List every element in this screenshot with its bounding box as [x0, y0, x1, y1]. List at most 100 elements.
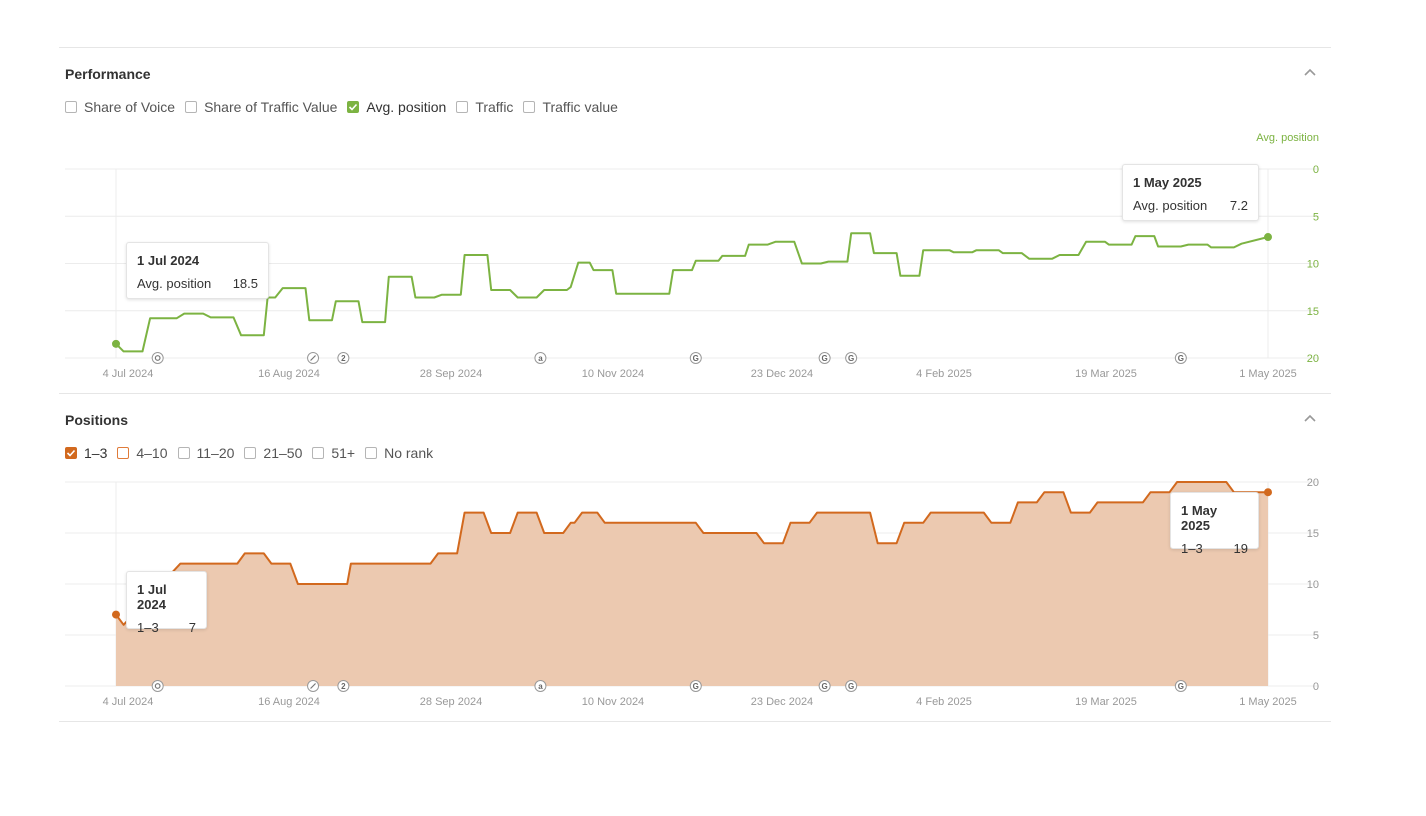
marker-circle: [689, 352, 702, 364]
chart-tick-labels: 0 5 10 15 20 4 Jul 2024 16 Aug 2024 28 Sep 2024…: [103, 164, 1319, 380]
collapse-chevron-up-icon[interactable]: [1302, 411, 1318, 427]
tooltip-date: 1 Jul 2024: [137, 582, 167, 612]
x-tick-label: 10 Nov 2024: [582, 368, 644, 380]
y-axis-title: Avg. position: [1256, 132, 1319, 144]
checkbox-box[interactable]: [365, 447, 378, 459]
tooltip-value: 7: [188, 620, 196, 635]
checkmark-icon: [66, 449, 76, 457]
checkbox-box[interactable]: [523, 101, 536, 113]
y-tick-label: 0: [1313, 681, 1319, 693]
marker-glyph: 2: [341, 682, 346, 691]
checkbox-positions-1-3[interactable]: 1–3: [65, 445, 107, 461]
y-tick-label: 15: [1307, 306, 1319, 318]
chart-tick-labels: 0 5 10 15 20 4 Jul 2024 16 Aug 2024 28 Sep 2024…: [103, 477, 1319, 708]
annotation-marker-google-update-icon: G: [818, 352, 831, 364]
marker-circle: [845, 680, 858, 692]
annotation-marker-google-update-icon: G: [689, 680, 702, 692]
annotation-marker-google-update-icon: G: [818, 680, 831, 692]
checkbox-traffic-value[interactable]: Traffic value: [523, 99, 618, 115]
checkbox-label: No rank: [384, 445, 434, 461]
tooltip-date: 1 Jul 2024: [137, 253, 200, 268]
checkbox-box[interactable]: [312, 447, 325, 459]
checkbox-positions-11-20[interactable]: 11–20: [177, 445, 234, 461]
marker-circle: [1174, 352, 1187, 364]
tooltip-row: 1–3 19: [1181, 541, 1248, 556]
checkbox-positions-21-50[interactable]: 21–50: [244, 445, 302, 461]
series-area-1-3: [116, 482, 1268, 686]
annotation-marker-pencil-icon: [307, 352, 320, 364]
checkbox-label: 1–3: [84, 445, 108, 461]
tooltip-row: Avg. position 18.5: [137, 276, 258, 291]
marker-circle: [534, 352, 547, 364]
x-tick-label: 23 Dec 2024: [751, 696, 813, 708]
tooltip-value: 7.2: [1229, 198, 1248, 213]
annotation-marker-google-update-icon: G: [1174, 680, 1187, 692]
tooltip-value: 19: [1233, 541, 1248, 556]
x-tick-label: 1 May 2025: [1239, 368, 1296, 380]
x-tick-label: 28 Sep 2024: [420, 368, 482, 380]
y-tick-label: 10: [1307, 579, 1319, 591]
marker-glyph: G: [1178, 682, 1184, 691]
marker-glyph: a: [538, 682, 543, 691]
y-tick-label: 15: [1307, 528, 1319, 540]
checkbox-box[interactable]: [185, 101, 198, 113]
annotation-marker-2-icon: 2: [337, 680, 350, 692]
tooltip-label: 1–3: [1181, 541, 1203, 556]
checkbox-box[interactable]: [65, 101, 77, 113]
x-tick-label: 1 May 2025: [1239, 696, 1296, 708]
checkbox-positions-4-10[interactable]: 4–10: [117, 445, 168, 461]
y-tick-label: 20: [1307, 353, 1319, 365]
checkbox-box-highlight[interactable]: [117, 447, 130, 459]
x-tick-label: 16 Aug 2024: [258, 368, 320, 380]
marker-circle: [151, 352, 164, 364]
start-point: [112, 339, 120, 348]
avg-position-chart: Avg. position 0 5 10 15 20 4 Jul 2024 16 Aug 2…: [65, 132, 1319, 380]
tooltip-date: 1 May 2025: [1133, 175, 1202, 190]
x-tick-label: 28 Sep 2024: [420, 696, 482, 708]
checkbox-share-of-traffic-value[interactable]: Share of Traffic Value: [185, 99, 337, 115]
pencil-icon: [310, 355, 316, 361]
checkbox-box-checked[interactable]: [65, 447, 77, 459]
annotation-marker-pencil-icon: [307, 680, 320, 692]
annotation-marker-a-icon: a: [534, 352, 547, 364]
annotation-marker-2-icon: 2: [337, 352, 350, 364]
end-point: [1264, 488, 1272, 497]
checkbox-box[interactable]: [177, 447, 190, 459]
end-point: [1264, 233, 1272, 242]
annotation-marker-gear-icon: [151, 680, 164, 692]
checkbox-label: Avg. position: [366, 99, 447, 115]
section-divider: [59, 393, 1331, 394]
checkbox-label: 21–50: [263, 445, 303, 461]
marker-glyph: G: [848, 354, 854, 363]
collapse-chevron-up-icon[interactable]: [1302, 65, 1318, 81]
checkbox-share-of-voice[interactable]: Share of Voice: [65, 99, 175, 115]
marker-circle: [845, 352, 858, 364]
checkbox-avg-position[interactable]: Avg. position: [347, 99, 446, 115]
pencil-icon: [310, 683, 316, 689]
gear-icon: [154, 683, 161, 689]
y-tick-label: 0: [1313, 164, 1319, 176]
series-line-avg-position: [115, 232, 1269, 353]
tooltip-start: 1 Jul 2024 1–3 7: [126, 571, 207, 635]
checkbox-box[interactable]: [456, 101, 469, 113]
x-tick-label: 19 Mar 2025: [1075, 696, 1137, 708]
x-tick-label: 16 Aug 2024: [258, 696, 320, 708]
chart-series: [112, 481, 1272, 686]
checkbox-box[interactable]: [244, 447, 257, 459]
positions-filter-toggles: 1–3 4–10 11–20 21–50 51+ No rank: [65, 445, 443, 461]
checkbox-no-rank[interactable]: No rank: [365, 445, 433, 461]
checkbox-positions-51-plus[interactable]: 51+: [312, 445, 355, 461]
annotation-marker-google-update-icon: G: [1174, 352, 1187, 364]
series-line-1-3: [115, 481, 1268, 626]
y-tick-label: 5: [1313, 211, 1319, 223]
marker-glyph: G: [693, 682, 699, 691]
marker-circle: [818, 680, 831, 692]
y-tick-label: 20: [1307, 477, 1319, 489]
marker-glyph: G: [1178, 354, 1184, 363]
annotation-marker-google-update-icon: G: [845, 352, 858, 364]
annotation-markers: 2 a G G G G: [151, 680, 1187, 692]
checkbox-traffic[interactable]: Traffic: [456, 99, 513, 115]
tooltip-start: 1 Jul 2024 Avg. position 18.5: [126, 242, 269, 299]
marker-circle: [818, 352, 831, 364]
checkbox-box-checked[interactable]: [347, 101, 360, 113]
